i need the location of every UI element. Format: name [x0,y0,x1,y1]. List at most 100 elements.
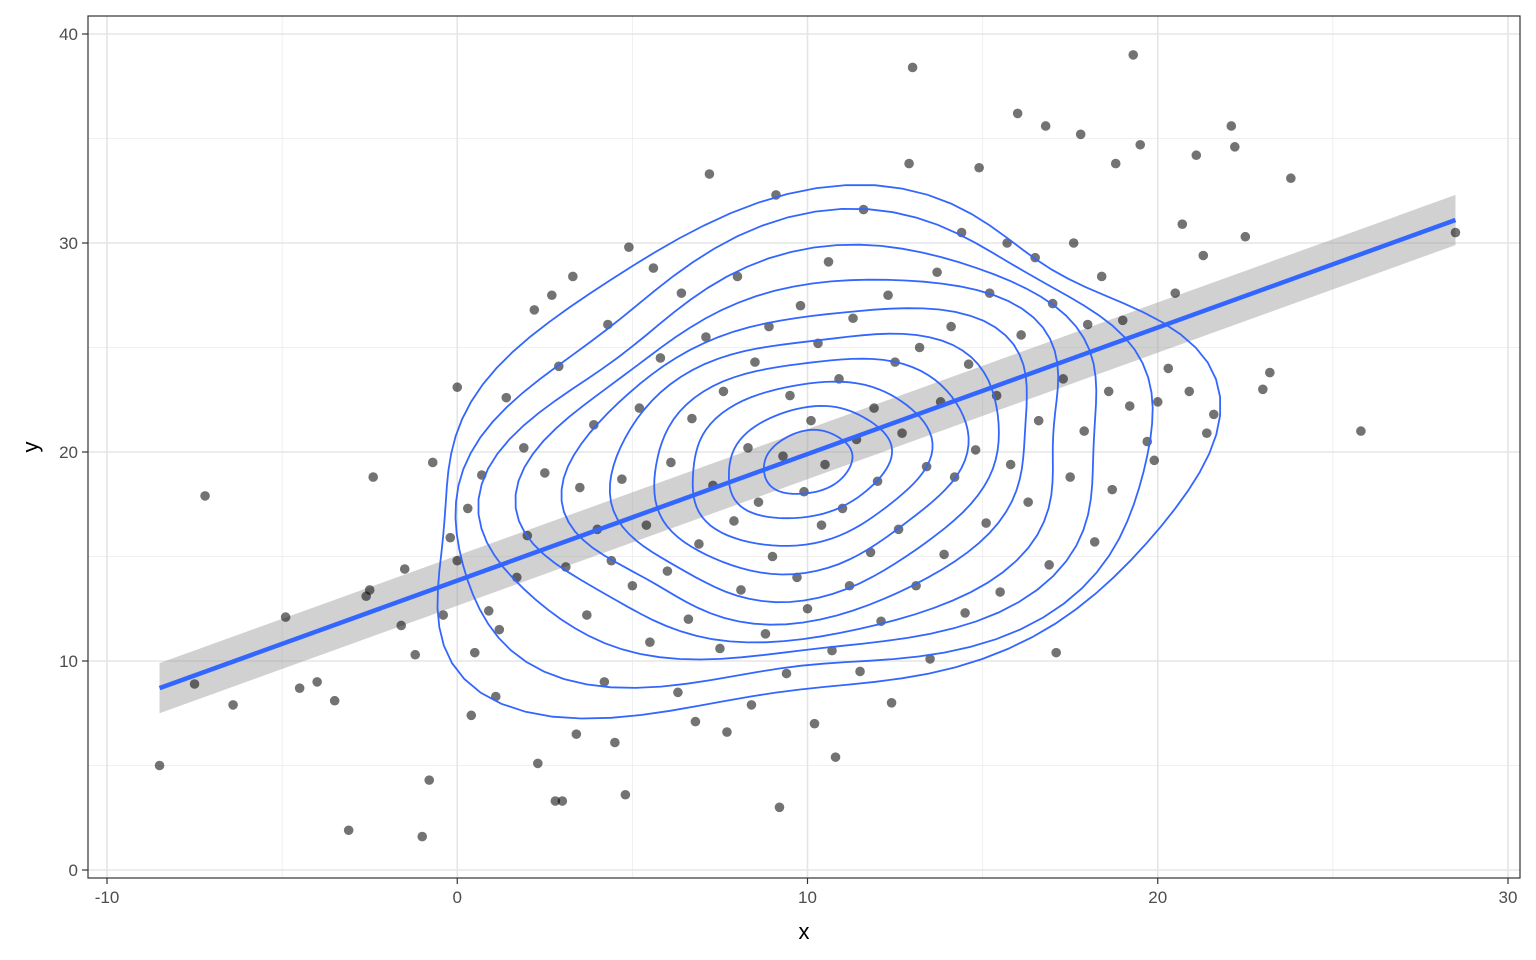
data-point [1103,386,1114,397]
data-point [1044,560,1054,570]
data-point [483,606,494,616]
y-axis-title: y [18,442,43,453]
data-point [760,629,771,639]
data-point [1226,121,1237,131]
data-point [547,290,557,301]
data-point [1117,315,1128,326]
minor-gridlines [88,16,1520,878]
data-point [1082,319,1093,330]
panel-border [87,15,1521,879]
data-point [1068,238,1079,248]
data-point [764,321,774,332]
data-point [364,585,375,595]
panel-background [88,16,1520,878]
data-point [589,420,599,430]
data-point [610,737,620,748]
data-point [462,503,473,514]
data-points-layer [154,50,1461,842]
data-point [1286,173,1296,184]
density-contour [763,428,854,495]
data-point [550,796,561,806]
data-point [792,572,802,583]
density-contour [514,278,1060,644]
data-point [599,677,610,687]
data-point [294,683,305,693]
data-point [501,392,512,403]
data-point [368,472,378,482]
data-point [743,443,753,453]
data-point [396,620,407,631]
data-point [729,516,739,526]
data-point [1184,386,1195,397]
data-point [1356,426,1366,436]
data-point [795,300,806,311]
density-contours-layer [436,184,1221,720]
data-point [1075,129,1086,140]
data-point [1170,288,1181,298]
data-point [1023,497,1033,507]
data-point [809,718,820,729]
data-point [1198,250,1209,261]
data-point [886,698,897,708]
data-point [914,342,925,353]
data-point [904,158,914,169]
data-point [820,459,830,470]
x-tick-label: 10 [798,888,817,907]
data-point [855,666,865,677]
data-point [1149,455,1160,466]
density-contour [653,357,970,576]
data-point [1163,363,1174,374]
data-point [582,610,592,620]
data-point [662,566,673,576]
data-point [1058,374,1068,384]
density-contour [691,380,934,547]
data-point [676,288,687,298]
data-point [1177,219,1188,229]
data-point [228,700,238,710]
data-point [939,549,949,560]
data-point [445,532,456,543]
x-tick-label: 20 [1148,888,1167,907]
data-point [648,263,659,273]
data-point [960,608,970,618]
density-contour [608,332,1000,604]
data-point [540,468,550,478]
data-point [452,555,463,566]
data-point [816,520,827,530]
data-point [1230,142,1240,152]
data-point [329,695,340,706]
data-point [736,585,746,595]
data-point [946,321,956,332]
data-point [995,587,1005,597]
data-point [1005,459,1016,470]
density-contour [436,184,1221,720]
data-point [620,789,631,800]
data-point [1096,271,1107,282]
x-axis-ticks: -10 0 10 20 30 [95,878,1517,907]
data-point [701,332,711,342]
data-point [1065,472,1075,482]
data-point [907,62,918,73]
data-point [1240,231,1251,242]
y-tick-label: 10 [59,652,78,671]
data-point [799,486,809,497]
data-point [1033,415,1044,426]
data-point [848,313,858,324]
data-point [963,359,974,370]
data-point [571,729,582,739]
data-point [645,637,655,647]
data-point [746,700,757,710]
data-point [634,403,645,413]
density-contour [560,307,1028,626]
data-point [722,727,732,737]
data-point [732,271,743,282]
data-point [970,445,981,455]
data-point [518,443,529,453]
data-point [1107,484,1118,495]
data-point [715,643,725,654]
data-point [883,290,893,301]
data-point [750,357,760,367]
data-point [1152,397,1163,407]
data-point [557,796,568,806]
data-point [687,413,697,424]
